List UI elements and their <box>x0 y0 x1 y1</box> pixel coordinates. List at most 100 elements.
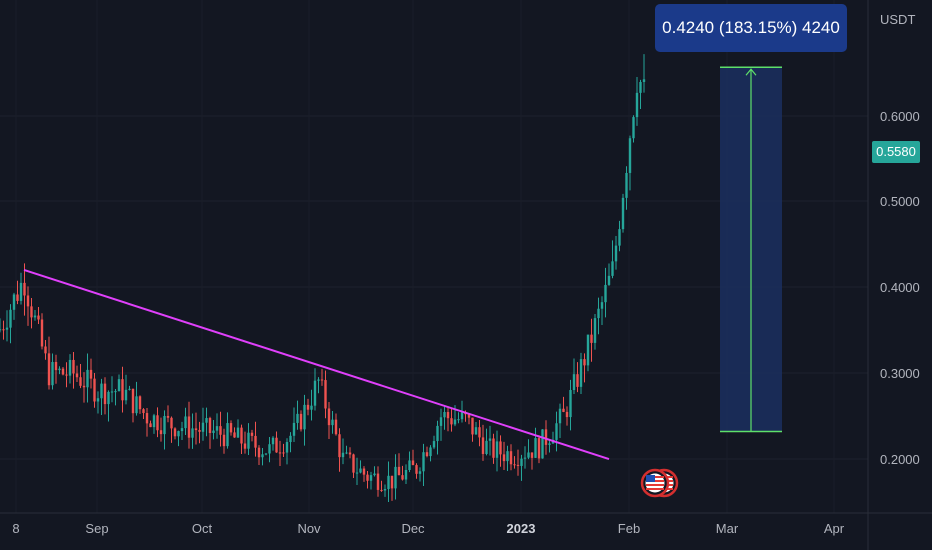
candle <box>443 406 446 430</box>
candle <box>408 451 411 473</box>
candle <box>359 460 362 474</box>
candle <box>509 444 513 471</box>
candle <box>425 446 429 458</box>
measure-arrow-head <box>745 68 757 76</box>
candle <box>579 352 583 394</box>
candle <box>576 362 579 393</box>
candle <box>261 447 264 466</box>
y-tick-label: 0.6000 <box>880 109 920 124</box>
candle <box>618 220 621 252</box>
time-axis[interactable]: 8 Sep Oct Nov Dec 2023 Feb Mar Apr <box>12 521 844 536</box>
candle <box>89 358 93 389</box>
candle <box>590 318 593 362</box>
candle <box>534 427 537 459</box>
candle <box>212 419 215 440</box>
candle <box>191 413 194 449</box>
candle <box>527 439 530 460</box>
candle <box>418 467 422 482</box>
x-tick-label: Mar <box>716 521 739 536</box>
candle <box>264 453 268 456</box>
candle <box>0 318 2 333</box>
candle <box>299 410 303 432</box>
y-tick-label: 0.2000 <box>880 452 920 467</box>
candle <box>621 193 625 233</box>
price-range-measure[interactable] <box>720 66 782 433</box>
candle <box>611 240 614 279</box>
candle <box>537 435 541 464</box>
candle <box>397 453 401 476</box>
candle <box>271 436 275 451</box>
candle <box>390 475 394 501</box>
candle <box>110 376 114 403</box>
candle <box>310 389 313 421</box>
candle <box>254 421 257 457</box>
event-icons[interactable] <box>640 468 679 498</box>
candle <box>240 424 243 455</box>
candle <box>513 456 516 469</box>
candle <box>422 443 425 487</box>
candle <box>54 354 58 384</box>
candle <box>625 166 628 210</box>
candle <box>138 395 142 414</box>
candle <box>37 306 40 324</box>
candle <box>352 453 355 478</box>
candle <box>558 403 562 438</box>
candle <box>2 320 5 340</box>
candle <box>16 280 19 305</box>
candle <box>33 310 37 321</box>
candle <box>362 466 366 482</box>
candle <box>135 381 138 416</box>
candle <box>324 370 327 419</box>
candle <box>411 449 415 466</box>
candle <box>376 466 380 497</box>
candle <box>93 372 96 408</box>
candle <box>222 428 226 454</box>
candle <box>131 388 135 423</box>
candle <box>145 408 149 437</box>
candle <box>205 407 208 437</box>
candle <box>194 412 198 445</box>
x-tick-label: Oct <box>192 521 213 536</box>
candle <box>331 410 334 434</box>
candle <box>467 413 471 425</box>
candle <box>446 407 450 432</box>
current-price-badge: 0.5580 <box>872 141 920 163</box>
measurement-label: 0.4240 (183.15%) 4240 <box>655 4 847 52</box>
candle <box>530 452 534 470</box>
trendline[interactable] <box>23 269 610 461</box>
candle <box>383 484 387 497</box>
candle <box>257 445 261 465</box>
candle <box>565 406 569 426</box>
candle <box>9 304 12 344</box>
us-flag-event-icon[interactable] <box>640 468 670 498</box>
price-axis[interactable]: 0.2000 0.3000 0.4000 0.5000 0.6000 <box>880 109 920 467</box>
candle <box>632 115 635 143</box>
candle <box>544 420 548 455</box>
candle <box>373 466 376 477</box>
candle <box>47 336 51 390</box>
candle <box>320 368 324 386</box>
candle <box>233 427 236 438</box>
candle <box>268 437 271 463</box>
candle <box>306 398 310 416</box>
candle <box>478 420 481 447</box>
candle <box>639 79 642 110</box>
candle <box>124 374 128 405</box>
price-unit-label: USDT <box>880 12 916 27</box>
candle <box>65 362 68 388</box>
candle <box>198 421 201 444</box>
candle <box>58 366 61 375</box>
candle <box>156 407 159 438</box>
x-tick-label: Feb <box>618 521 640 536</box>
candle <box>152 413 156 434</box>
candle <box>499 435 502 467</box>
candle <box>275 431 278 453</box>
candle <box>247 423 250 456</box>
candle <box>100 378 103 416</box>
candle <box>250 429 254 442</box>
candle <box>488 425 492 456</box>
candle <box>569 379 572 431</box>
candle <box>40 313 44 350</box>
